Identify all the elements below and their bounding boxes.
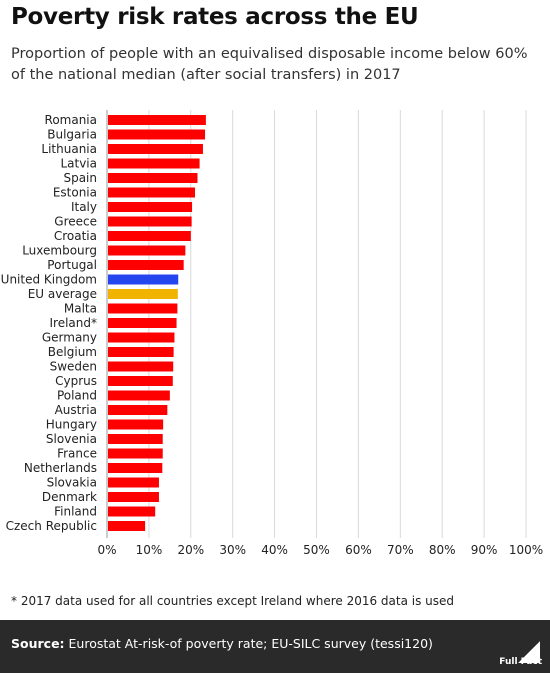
category-label: Lithuania bbox=[41, 142, 97, 156]
bar bbox=[108, 274, 179, 285]
bar bbox=[108, 318, 177, 328]
logo-text: Full Fact bbox=[499, 657, 542, 667]
category-label: Slovakia bbox=[47, 476, 97, 490]
category-label: Latvia bbox=[60, 157, 97, 171]
bar bbox=[108, 187, 195, 198]
bar bbox=[108, 434, 163, 444]
category-label: Ireland* bbox=[49, 316, 97, 330]
bar bbox=[108, 115, 206, 125]
x-tick-label: 10% bbox=[136, 543, 163, 556]
x-tick-label: 30% bbox=[219, 543, 246, 556]
category-label: Poland bbox=[57, 389, 97, 403]
category-label: United Kingdom bbox=[1, 273, 97, 287]
bar bbox=[108, 463, 163, 473]
category-label: Slovenia bbox=[46, 432, 97, 446]
category-label: Belgium bbox=[48, 345, 97, 359]
footnote: * 2017 data used for all countries excep… bbox=[11, 594, 455, 608]
category-label: Greece bbox=[54, 215, 97, 229]
x-tick-label: 100% bbox=[509, 543, 543, 556]
category-label: Netherlands bbox=[24, 461, 97, 475]
bar bbox=[108, 144, 203, 154]
chart-subtitle: Proportion of people with an equivalised… bbox=[11, 46, 528, 83]
category-label: Estonia bbox=[53, 186, 97, 200]
bar bbox=[108, 216, 192, 227]
footer: Source: Eurostat At-risk-of poverty rate… bbox=[0, 620, 550, 673]
category-label: Cyprus bbox=[55, 374, 97, 388]
bar bbox=[108, 492, 159, 502]
category-label: Bulgaria bbox=[47, 128, 97, 142]
bar bbox=[108, 158, 200, 169]
bar-chart: 0% 10% 20% 30% 40% 50% 60% 70% 80% 90% 100% Romania… bbox=[1, 110, 543, 556]
x-tick-label: 0% bbox=[97, 543, 116, 556]
source-line: Source: Eurostat At-risk-of poverty rate… bbox=[11, 636, 433, 651]
source-text: Eurostat At-risk-of poverty rate; EU-SIL… bbox=[68, 636, 433, 651]
bar bbox=[108, 173, 198, 183]
bar bbox=[108, 390, 170, 401]
category-label: Czech Republic bbox=[6, 519, 97, 533]
bar bbox=[108, 521, 146, 531]
bar bbox=[108, 419, 164, 430]
bar bbox=[108, 347, 174, 357]
bar bbox=[108, 260, 184, 270]
bar bbox=[108, 289, 178, 299]
category-label: Croatia bbox=[54, 229, 97, 243]
bar bbox=[108, 303, 178, 314]
bar bbox=[108, 361, 174, 372]
category-label: Sweden bbox=[50, 360, 97, 374]
x-tick-label: 80% bbox=[429, 543, 456, 556]
category-label: Luxembourg bbox=[22, 244, 97, 258]
category-label: Portugal bbox=[47, 258, 97, 272]
x-tick-label: 70% bbox=[387, 543, 414, 556]
category-label: EU average bbox=[28, 287, 97, 301]
bar bbox=[108, 202, 193, 212]
category-label: Finland bbox=[54, 505, 97, 519]
x-tick-label: 90% bbox=[471, 543, 498, 556]
bar bbox=[108, 376, 173, 386]
category-label: Hungary bbox=[46, 418, 97, 432]
category-label: Italy bbox=[71, 200, 97, 214]
x-tick-label: 60% bbox=[345, 543, 372, 556]
bar bbox=[108, 129, 206, 140]
x-tick-label: 50% bbox=[303, 543, 330, 556]
category-label: Malta bbox=[64, 302, 97, 316]
x-tick-label: 20% bbox=[177, 543, 204, 556]
bar bbox=[108, 506, 156, 517]
category-label: Austria bbox=[55, 403, 97, 417]
chart-title: Poverty risk rates across the EU bbox=[11, 4, 419, 30]
bar bbox=[108, 405, 168, 415]
category-label: Romania bbox=[45, 113, 97, 127]
bar bbox=[108, 245, 186, 256]
bar bbox=[108, 231, 191, 241]
category-label: Denmark bbox=[42, 490, 97, 504]
category-label: France bbox=[57, 447, 97, 461]
x-tick-label: 40% bbox=[261, 543, 288, 556]
bar bbox=[108, 448, 163, 459]
category-label: Spain bbox=[63, 171, 97, 185]
bar bbox=[108, 477, 159, 488]
category-label: Germany bbox=[42, 331, 97, 345]
bar bbox=[108, 332, 175, 343]
source-label: Source: bbox=[11, 636, 65, 651]
full-fact-logo-icon bbox=[502, 641, 540, 663]
